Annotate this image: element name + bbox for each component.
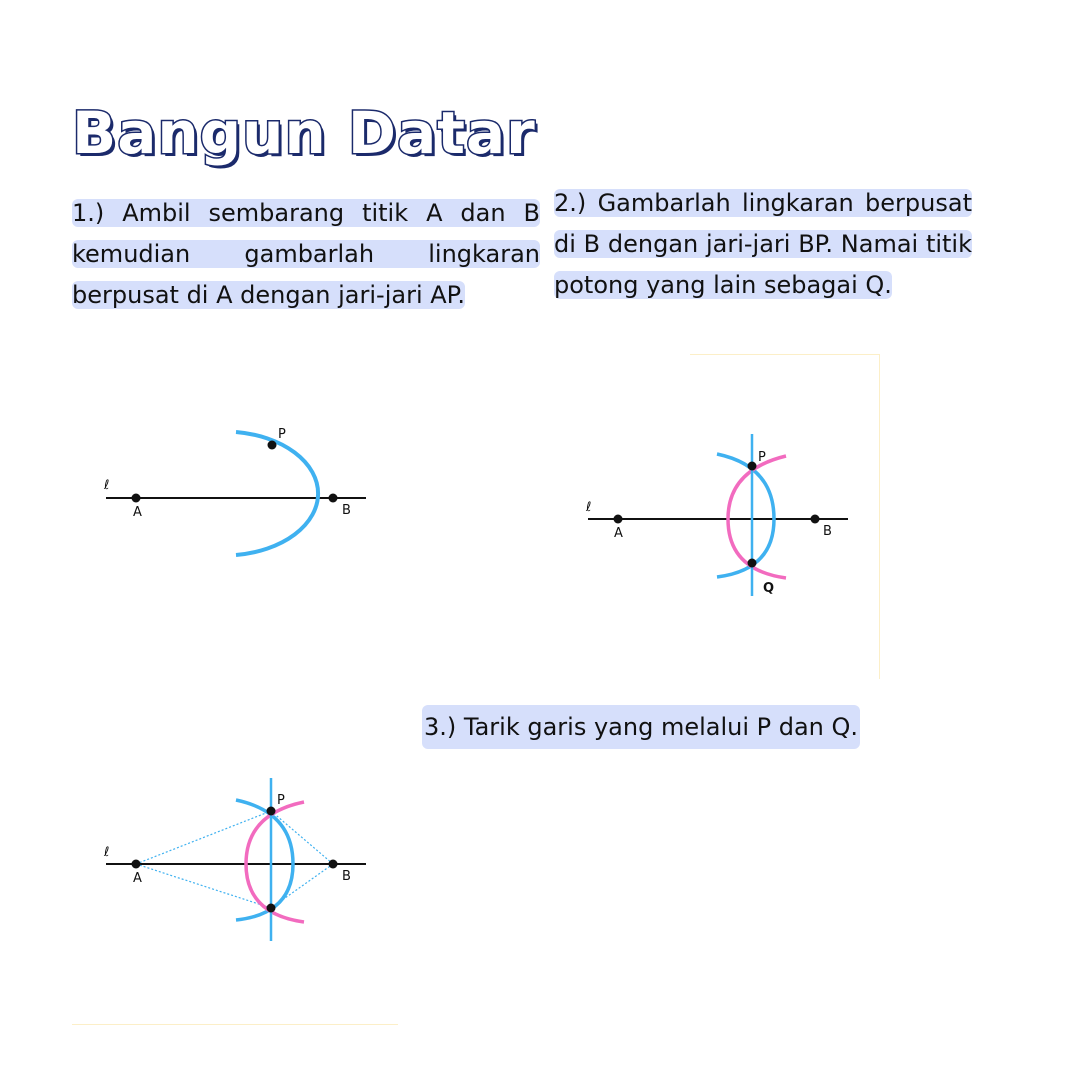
arc-b [726,454,787,580]
arc-b [244,800,305,924]
step-1-text: 1.) Ambil sembarang titik A dan B kemudi… [72,193,540,316]
frame-divider-bottom [72,1024,398,1025]
point-b [810,514,820,524]
point-p [267,440,277,450]
point-q [266,903,276,913]
dotted-bq [270,863,334,909]
frame-divider-top [690,354,880,355]
point-p [747,461,757,471]
label-a: A [614,526,623,541]
diagram-step-3: ℓ A B P [103,778,366,941]
dotted-bp [270,810,334,865]
line-label: ℓ [585,500,591,515]
dotted-ap [135,810,272,865]
step-2-text: 2.) Gambarlah lingkaran berpusat di B de… [554,183,972,306]
point-p [266,806,276,816]
point-b [328,493,338,503]
diagram-step-2: ℓ A B P Q [585,434,848,596]
point-a [131,493,141,503]
point-b [328,859,338,869]
line-label: ℓ [103,478,109,493]
point-a [131,859,141,869]
step-3-highlight: 3.) Tarik garis yang melalui P dan Q. [422,705,861,749]
point-a [613,514,623,524]
label-p: P [277,793,285,808]
label-b: B [342,869,351,884]
label-p: P [278,427,286,442]
step-2-highlight: 2.) Gambarlah lingkaran berpusat di B de… [554,189,972,299]
label-b: B [823,524,832,539]
page-title: Bangun Datar [71,99,537,167]
arc-a [235,798,295,922]
label-p: P [758,450,766,465]
line-label: ℓ [103,845,109,860]
label-a: A [133,505,142,520]
step-1-highlight: 1.) Ambil sembarang titik A dan B kemudi… [72,199,540,309]
label-a: A [133,871,142,886]
diagram-step-1: ℓ A B P [103,427,366,557]
arc-a [716,452,776,579]
label-q: Q [763,581,774,596]
frame-divider-vertical [879,354,880,679]
label-b: B [342,503,351,518]
step-3-text: 3.) Tarik garis yang melalui P dan Q. [422,705,892,749]
point-q [747,558,757,568]
arc-a [235,430,321,557]
